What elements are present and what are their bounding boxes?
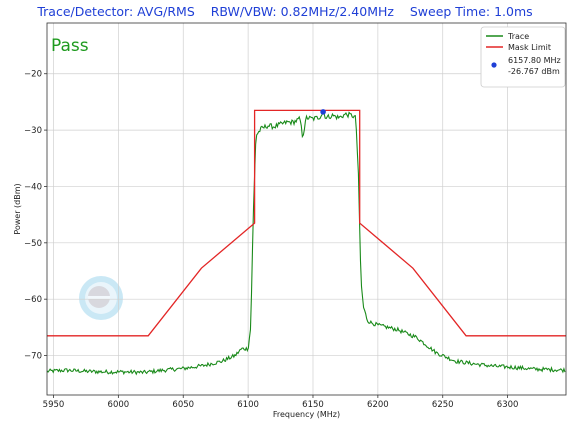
x-tick-label: 6250 bbox=[432, 400, 454, 410]
y-tick-label: −50 bbox=[24, 239, 42, 249]
x-tick-label: 6200 bbox=[367, 400, 389, 410]
legend-marker-swatch bbox=[491, 62, 497, 68]
trace-line bbox=[46, 111, 566, 376]
peak-marker bbox=[320, 109, 326, 115]
x-tick-label: 6150 bbox=[302, 400, 324, 410]
y-tick-label: −20 bbox=[24, 70, 42, 80]
legend-trace-label: Trace bbox=[507, 32, 529, 41]
x-tick-label: 6300 bbox=[497, 400, 519, 410]
detector-label: Trace/Detector: AVG/RMS bbox=[37, 4, 195, 19]
y-tick-label: −60 bbox=[24, 295, 42, 305]
bw-label: RBW/VBW: 0.82MHz/2.40MHz bbox=[210, 4, 394, 19]
sweep-label: Sweep Time: 1.0ms bbox=[409, 4, 533, 19]
watermark-logo bbox=[79, 276, 123, 320]
x-tick-label: 6100 bbox=[237, 400, 259, 410]
chart-title-bar: Trace/Detector: AVG/RMS RBW/VBW: 0.82MHz… bbox=[0, 4, 570, 19]
legend-marker-power: -26.767 dBm bbox=[508, 67, 560, 76]
grid bbox=[47, 23, 566, 395]
x-tick-label: 5950 bbox=[43, 400, 65, 410]
pass-status: Pass bbox=[51, 36, 89, 56]
tick-layer: 5950 6000 6050 6100 6150 6200 6250 6300 −70 −60 −5… bbox=[24, 70, 518, 410]
y-tick-label: −70 bbox=[24, 352, 42, 362]
mask-limit-line bbox=[47, 109, 566, 337]
legend-mask-label: Mask Limit bbox=[508, 43, 551, 52]
x-axis-label: Frequency (MHz) bbox=[273, 410, 340, 419]
y-tick-label: −40 bbox=[24, 182, 42, 192]
plot-frame bbox=[46, 22, 567, 396]
legend-box bbox=[480, 26, 566, 88]
x-tick-label: 6050 bbox=[172, 400, 194, 410]
legend: Trace Mask Limit 6157.80 MHz -26.767 dBm bbox=[480, 26, 566, 88]
x-tick-label: 6000 bbox=[108, 400, 130, 410]
legend-marker-frequency: 6157.80 MHz bbox=[508, 56, 561, 65]
y-tick-label: −30 bbox=[24, 126, 42, 136]
y-axis-label: Power (dBm) bbox=[13, 183, 22, 234]
series-layer bbox=[46, 109, 566, 376]
